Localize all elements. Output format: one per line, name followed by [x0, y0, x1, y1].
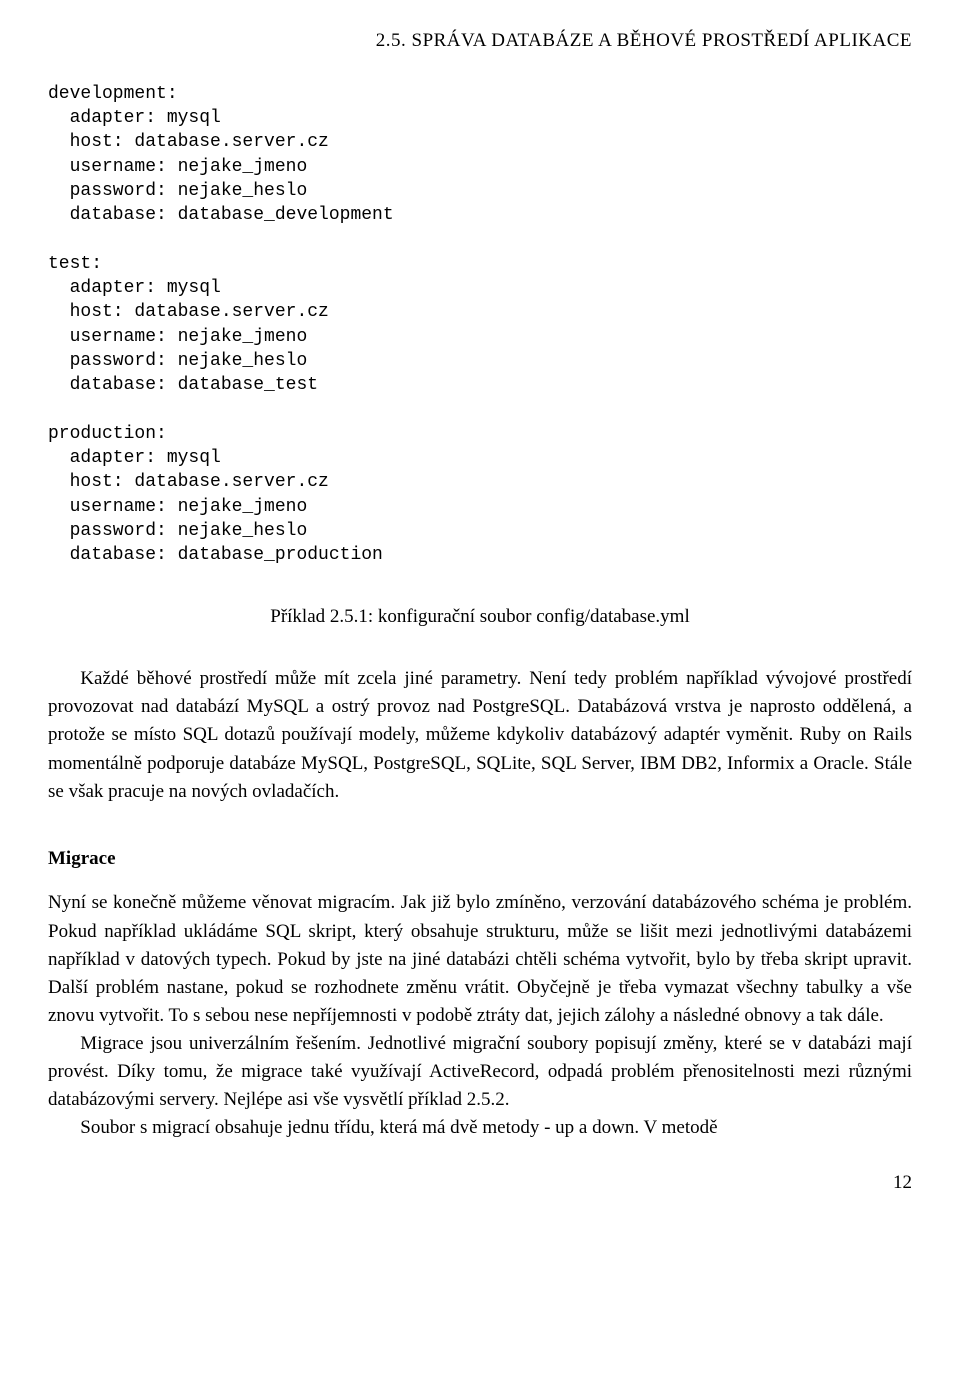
body-text-block-2: Nyní se konečně můžeme věnovat migracím.…: [48, 889, 912, 1142]
paragraph: Migrace jsou univerzálním řešením. Jedno…: [48, 1030, 912, 1114]
body-text-block-1: Každé běhové prostředí může mít zcela ji…: [48, 665, 912, 806]
page-number: 12: [48, 1170, 912, 1196]
code-listing-database-yml: development: adapter: mysql host: databa…: [48, 82, 912, 568]
listing-caption: Příklad 2.5.1: konfigurační soubor confi…: [48, 604, 912, 630]
paragraph: Soubor s migrací obsahuje jednu třídu, k…: [48, 1114, 912, 1142]
section-running-head: 2.5. SPRÁVA DATABÁZE A BĚHOVÉ PROSTŘEDÍ …: [48, 28, 912, 54]
paragraph: Každé běhové prostředí může mít zcela ji…: [48, 665, 912, 806]
subsection-heading-migrace: Migrace: [48, 846, 912, 872]
paragraph: Nyní se konečně můžeme věnovat migracím.…: [48, 889, 912, 1030]
